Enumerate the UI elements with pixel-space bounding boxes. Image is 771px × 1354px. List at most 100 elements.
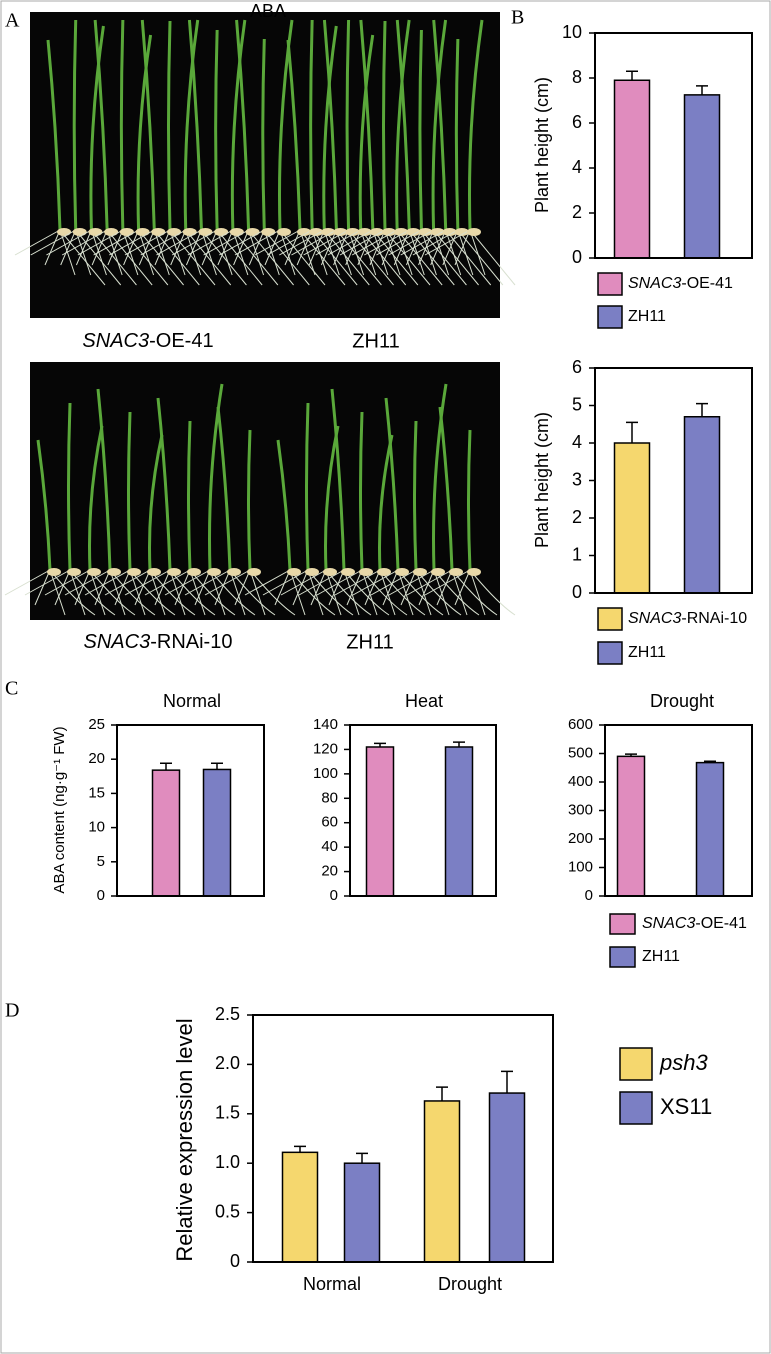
root <box>370 569 417 596</box>
root <box>348 229 394 286</box>
root <box>388 229 434 256</box>
leaf <box>214 29 219 231</box>
y-tick-label: 60 <box>321 814 338 831</box>
y-tick-label: 40 <box>321 838 338 855</box>
seed <box>261 228 276 236</box>
seed <box>245 228 260 236</box>
error-bar <box>160 762 172 771</box>
x-tick-label: Drought <box>438 1274 502 1294</box>
panel-label: C <box>5 678 18 700</box>
y-tick-label: 600 <box>568 716 593 733</box>
leaf <box>382 20 387 231</box>
y-tick-label: 5 <box>97 853 105 870</box>
root <box>457 229 504 286</box>
root <box>384 229 431 286</box>
legend-label: SNAC3-OE-41 <box>642 915 747 932</box>
seed <box>104 228 119 236</box>
root <box>124 229 171 256</box>
bar <box>423 1100 461 1263</box>
legend-label: XS11 <box>660 1094 712 1119</box>
leaf <box>46 39 62 231</box>
leaf <box>140 19 156 231</box>
seed <box>72 228 87 236</box>
y-tick-label: 10 <box>562 22 582 42</box>
root <box>298 569 345 596</box>
leaf <box>261 38 266 231</box>
root <box>144 569 191 596</box>
leaf <box>309 19 314 231</box>
y-tick-label: 25 <box>88 716 105 733</box>
root <box>164 569 211 596</box>
leaf <box>467 429 472 571</box>
y-tick-label: 6 <box>572 357 582 377</box>
leaf <box>93 19 109 231</box>
y-tick-label: 10 <box>88 819 105 836</box>
root <box>64 569 111 596</box>
root <box>30 229 76 256</box>
seed <box>87 568 101 576</box>
root <box>184 569 231 596</box>
root <box>303 229 349 256</box>
seed <box>395 568 409 576</box>
legend-label: ZH11 <box>642 948 680 965</box>
y-tick-label: 300 <box>568 801 593 818</box>
error-bar <box>436 1086 448 1101</box>
leaf <box>36 439 52 571</box>
root <box>360 229 407 286</box>
bar <box>281 1151 319 1263</box>
chart-title: Drought <box>650 691 714 711</box>
root <box>280 569 327 596</box>
seed <box>88 228 103 236</box>
root <box>400 229 446 256</box>
seed <box>406 228 421 236</box>
seed <box>107 568 121 576</box>
y-tick-label: 120 <box>313 740 338 757</box>
leaf <box>67 402 72 571</box>
root <box>46 229 92 256</box>
leaf <box>247 429 252 571</box>
root <box>254 229 301 256</box>
y-axis-label: Plant height (cm) <box>532 77 552 213</box>
leaf <box>418 29 423 231</box>
error-bar <box>626 70 638 81</box>
plot-frame <box>604 724 753 897</box>
legend-swatch <box>597 641 623 665</box>
y-axis-label: Relative expression level <box>172 1018 197 1261</box>
y-tick-label: 4 <box>572 432 582 452</box>
y-tick-label: 20 <box>88 750 105 767</box>
root <box>336 229 382 286</box>
y-tick-label: 140 <box>313 716 338 733</box>
leaf <box>183 19 200 231</box>
root <box>408 229 455 286</box>
bar <box>613 442 651 594</box>
error-bar <box>294 1145 306 1153</box>
y-tick-label: 2.0 <box>215 1053 240 1073</box>
seed <box>357 228 372 236</box>
root <box>44 569 91 596</box>
leaf <box>88 425 104 571</box>
plot-frame <box>594 32 753 259</box>
photo-label: ZH11 <box>346 631 393 653</box>
leaf <box>119 19 125 231</box>
leaf <box>395 19 411 231</box>
leaf <box>330 388 346 571</box>
y-tick-label: 200 <box>568 830 593 847</box>
root <box>171 229 218 256</box>
seed <box>431 568 445 576</box>
leaf <box>413 420 418 571</box>
error-bar <box>696 85 708 95</box>
legend-swatch <box>619 1047 653 1081</box>
plot-frame <box>116 724 265 897</box>
legend-label: ZH11 <box>628 644 666 661</box>
seed <box>394 228 409 236</box>
bar <box>202 768 232 897</box>
leaf <box>324 425 340 571</box>
leaf <box>148 434 164 571</box>
root <box>469 229 516 286</box>
seed <box>151 228 166 236</box>
seed <box>119 228 134 236</box>
leaf <box>305 402 310 571</box>
seed <box>341 568 355 576</box>
seed <box>467 228 481 236</box>
